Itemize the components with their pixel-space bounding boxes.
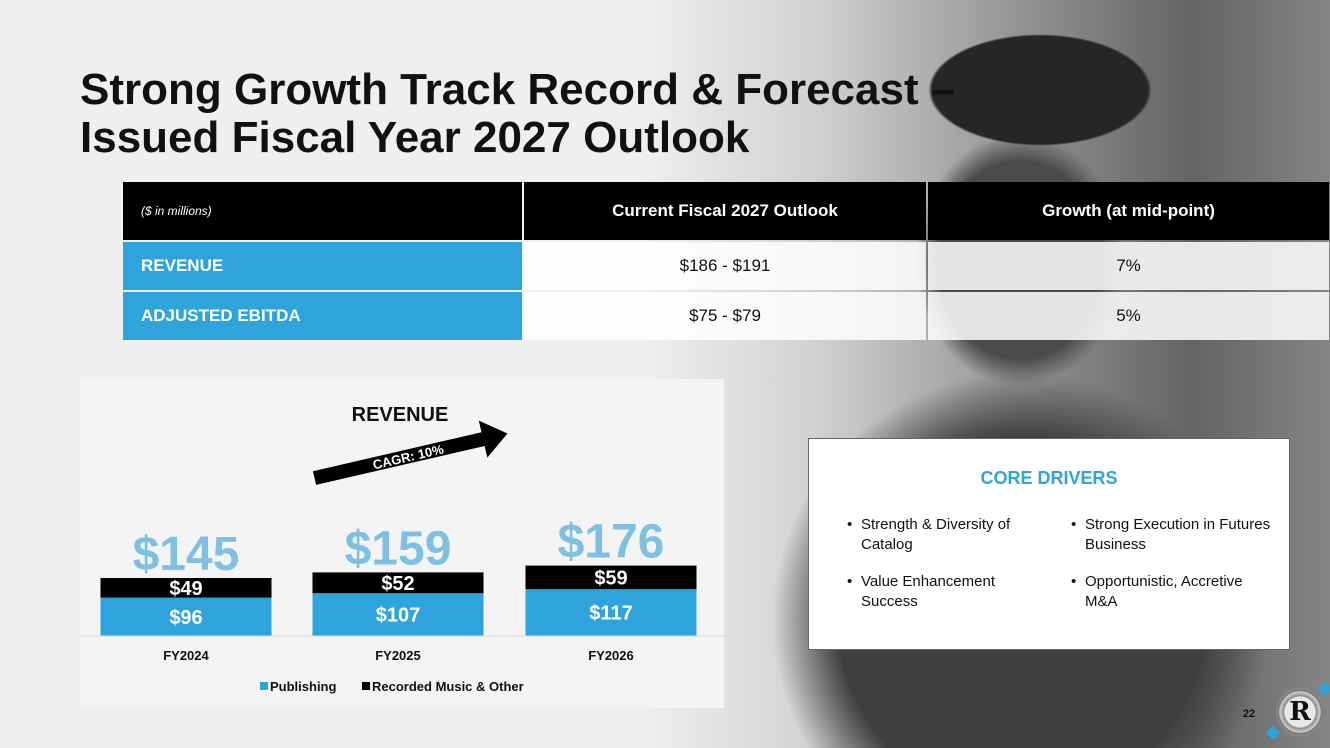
- data-label: $96: [169, 607, 202, 629]
- total-label: $145: [133, 528, 240, 581]
- core-drivers-title: CORE DRIVERS: [980, 468, 1118, 488]
- x-tick-label: FY2024: [163, 648, 209, 663]
- ebitda-outlook: $75 - $79: [524, 292, 926, 340]
- total-label: $176: [558, 516, 665, 569]
- data-label: $49: [169, 578, 202, 600]
- ebitda-growth: 5%: [928, 292, 1329, 340]
- page-title: Strong Growth Track Record & Forecast – …: [80, 66, 955, 162]
- bar-publishing: [100, 597, 272, 636]
- driver-item: Strong Execution in Futures Business: [1071, 515, 1275, 555]
- legend-swatch-recorded-music: [362, 682, 370, 690]
- bar-publishing: [525, 589, 697, 636]
- total-label: $159: [345, 522, 452, 575]
- outlook-table: ($ in millions) Current Fiscal 2027 Outl…: [121, 180, 1330, 342]
- data-label: $107: [376, 605, 421, 627]
- driver-item: Value Enhancement Success: [847, 572, 1051, 612]
- cagr-arrow: CAGR: 10%: [312, 420, 508, 485]
- header-growth: Growth (at mid-point): [928, 182, 1329, 240]
- title-line-1: Strong Growth Track Record & Forecast –: [80, 65, 956, 114]
- bar-recorded-music: [312, 572, 484, 594]
- revenue-outlook: $186 - $191: [524, 242, 926, 290]
- bars-group: $96 $49$145 FY2024 $107 $52$159 FY2025 $117 $59…: [100, 516, 697, 663]
- legend-swatch-publishing: [260, 682, 268, 690]
- legend-label-publishing: Publishing: [270, 679, 337, 694]
- company-logo: R: [1265, 681, 1330, 741]
- x-tick-label: FY2025: [375, 648, 421, 663]
- core-drivers-box: CORE DRIVERS Strength & Diversity of Cat…: [808, 438, 1290, 650]
- table-row: REVENUE $186 - $191 7%: [123, 242, 1329, 290]
- revenue-chart: REVENUE CAGR: 10% $96 $49 $145 FY2024 $107 $5…: [80, 379, 724, 708]
- units-note: ($ in millions): [123, 182, 522, 240]
- page-number: 22: [1243, 708, 1256, 720]
- cagr-label: CAGR: 10%: [371, 441, 445, 472]
- row-label-revenue: REVENUE: [123, 242, 522, 290]
- legend-label-recorded-music: Recorded Music & Other: [372, 679, 524, 694]
- revenue-chart-svg: REVENUE CAGR: 10% $96 $49$145 FY2024 $107 $5…: [80, 404, 724, 694]
- bar-publishing: [312, 593, 484, 636]
- title-line-2: Issued Fiscal Year 2027 Outlook: [80, 113, 750, 162]
- bar-recorded-music: [100, 578, 272, 598]
- driver-item: Strength & Diversity of Catalog: [847, 515, 1051, 555]
- data-label: $117: [589, 603, 632, 625]
- revenue-growth: 7%: [928, 242, 1329, 290]
- header-outlook: Current Fiscal 2027 Outlook: [524, 182, 926, 240]
- bar-recorded-music: [525, 565, 697, 590]
- x-tick-label: FY2026: [588, 648, 634, 663]
- data-label: $59: [594, 567, 627, 589]
- logo-letter: R: [1289, 697, 1311, 727]
- data-label: $52: [381, 573, 414, 595]
- table-header-row: ($ in millions) Current Fiscal 2027 Outl…: [123, 182, 1329, 240]
- cagr-arrow-shape: [312, 420, 508, 485]
- row-label-ebitda: ADJUSTED EBITDA: [123, 292, 522, 340]
- chart-title: REVENUE: [352, 404, 449, 426]
- driver-item: Opportunistic, Accretive M&A: [1071, 572, 1275, 612]
- chart-legend: Publishing Recorded Music & Other: [260, 679, 524, 694]
- table-row: ADJUSTED EBITDA $75 - $79 5%: [123, 292, 1329, 340]
